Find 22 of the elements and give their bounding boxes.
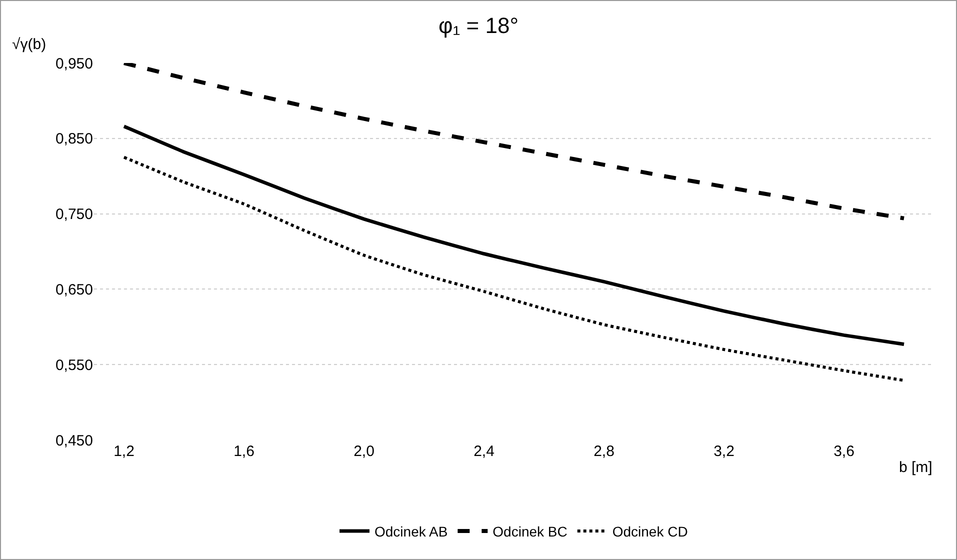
y-tick-label: 0,650	[55, 281, 93, 298]
x-tick-label: 3,6	[834, 443, 854, 460]
legend-label: Odcinek CD	[612, 523, 688, 540]
x-tick-label: 2,0	[354, 443, 374, 460]
y-tick-label: 0,450	[55, 432, 93, 450]
y-tick-label: 0,750	[55, 206, 93, 224]
x-tick-label: 2,8	[594, 443, 614, 460]
x-tick-label: 1,6	[234, 443, 254, 460]
x-axis-title: b [m]	[899, 459, 932, 476]
legend-label: Odcinek BC	[492, 523, 568, 540]
line-series	[122, 124, 906, 346]
y-tick-label: 0,550	[55, 356, 93, 374]
legend-label: Odcinek AB	[374, 523, 448, 540]
x-tick-label: 3,2	[714, 443, 734, 460]
x-tick-label: 2,4	[474, 443, 494, 460]
line-series	[122, 156, 906, 382]
chart-title: φ₁ = 18°	[438, 13, 519, 38]
y-tick-label: 0,850	[55, 130, 93, 148]
y-tick-label: 0,950	[55, 55, 93, 72]
y-axis-title: √γ(b)	[12, 36, 46, 53]
x-tick-label: 1,2	[114, 443, 134, 460]
line-series	[122, 63, 906, 220]
